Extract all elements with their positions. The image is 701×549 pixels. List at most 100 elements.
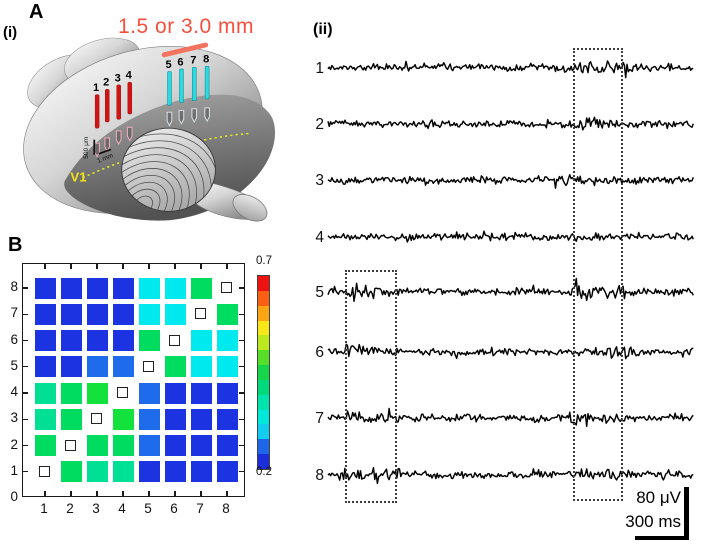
axis-tick xyxy=(239,287,244,289)
matrix-cell xyxy=(216,461,238,483)
matrix-cell xyxy=(86,461,108,483)
colorbar-segment xyxy=(258,439,269,455)
matrix-cell xyxy=(190,408,212,430)
electrode-6-label: 6 xyxy=(177,56,183,68)
trace-label: 1 xyxy=(315,60,324,77)
axis-tick xyxy=(174,491,176,496)
subsurface-electrodes-red xyxy=(94,126,133,158)
axis-tick xyxy=(70,491,72,496)
x-tick-label: 1 xyxy=(40,501,48,516)
axis-tick xyxy=(23,444,28,447)
colorbar-segment xyxy=(258,350,269,366)
axis-tick xyxy=(96,264,98,269)
matrix-cell xyxy=(138,277,160,299)
matrix-cell xyxy=(164,461,186,483)
trace-label: 5 xyxy=(315,284,324,301)
axis-tick xyxy=(226,491,228,496)
axis-tick xyxy=(239,392,244,394)
matrix-cell xyxy=(190,461,212,483)
trace-line-5 xyxy=(327,277,694,303)
trace-line-2 xyxy=(327,116,694,131)
trace-label: 6 xyxy=(315,344,324,361)
x-tick-label: 8 xyxy=(222,501,230,516)
matrix-cell xyxy=(216,408,238,430)
axis-tick xyxy=(23,392,28,394)
y-tick-label: 2 xyxy=(10,436,18,452)
matrix-cell xyxy=(60,461,82,483)
y-tick-label: 7 xyxy=(10,305,18,321)
electrode-8-label: 8 xyxy=(203,54,209,66)
x-tick-label: 3 xyxy=(92,501,100,516)
trace-line-3 xyxy=(327,174,694,189)
matrix-cell xyxy=(138,330,160,351)
matrix-cell xyxy=(112,330,134,351)
axis-tick xyxy=(200,491,202,496)
matrix-cell xyxy=(164,435,186,456)
matrix-cell xyxy=(34,303,56,325)
axis-tick xyxy=(239,471,244,473)
axis-tick xyxy=(226,264,228,269)
trace-label: 3 xyxy=(315,172,324,189)
brainstem-cut-face xyxy=(232,194,268,222)
matrix-cell xyxy=(138,303,160,325)
matrix-cell xyxy=(60,330,82,351)
colorbar-segment xyxy=(258,276,269,292)
correlation-matrix-plot xyxy=(22,263,245,497)
matrix-cell xyxy=(216,303,238,325)
x-tick-label: 2 xyxy=(66,501,74,516)
trace-label: 8 xyxy=(315,467,324,484)
matrix-cell xyxy=(86,330,108,351)
matrix-cell xyxy=(216,330,238,351)
matrix-cell xyxy=(138,461,160,483)
panel-b-label: B xyxy=(8,234,23,256)
matrix-cell xyxy=(112,303,134,325)
voltage-scale-label: 80 μV xyxy=(636,488,681,507)
matrix-cell xyxy=(34,382,56,404)
diagonal-marker xyxy=(143,360,154,372)
matrix-cell xyxy=(190,435,212,456)
colorbar-segment xyxy=(258,394,269,411)
colorbar-max-label: 0.7 xyxy=(256,255,272,267)
matrix-cell xyxy=(60,408,82,430)
matrix-cell xyxy=(86,435,108,456)
matrix-cell xyxy=(112,435,134,456)
matrix-cell xyxy=(138,382,160,404)
x-tick-label: 6 xyxy=(170,501,178,516)
time-scale-bar xyxy=(635,535,689,540)
axis-tick xyxy=(122,264,124,269)
diagonal-marker xyxy=(39,465,50,477)
diagonal-marker xyxy=(117,387,128,398)
axis-tick xyxy=(122,491,124,496)
electrode-7-label: 7 xyxy=(190,55,196,67)
trace-line-7 xyxy=(327,407,694,428)
axis-tick xyxy=(23,339,28,342)
matrix-cell xyxy=(112,408,134,430)
electrode-1-label: 1 xyxy=(93,82,99,94)
matrix-cell xyxy=(190,277,212,299)
axis-tick xyxy=(44,264,46,269)
axis-tick xyxy=(23,471,28,473)
matrix-cell xyxy=(86,356,108,378)
matrix-cell xyxy=(34,435,56,456)
panel-a-label: A xyxy=(29,1,44,23)
matrix-cell xyxy=(190,356,212,378)
colorbar-segment xyxy=(258,379,269,396)
colorbar-min-label: 0.2 xyxy=(256,466,272,478)
distance-bracket-line xyxy=(161,42,209,58)
coincident-epoch-box-left xyxy=(345,270,397,503)
diagonal-marker xyxy=(169,334,180,346)
axis-tick xyxy=(239,313,244,315)
depth-scale-label: 500 μm xyxy=(83,136,90,159)
matrix-cell xyxy=(190,382,212,404)
axis-tick xyxy=(96,491,98,496)
matrix-cell xyxy=(86,277,108,299)
axis-tick xyxy=(44,491,46,496)
colorbar-segment xyxy=(258,305,269,322)
matrix-cell xyxy=(34,277,56,299)
matrix-cell xyxy=(60,303,82,325)
matrix-cell xyxy=(216,382,238,404)
axis-tick xyxy=(239,418,244,420)
axis-tick xyxy=(239,339,244,342)
matrix-cell xyxy=(164,277,186,299)
